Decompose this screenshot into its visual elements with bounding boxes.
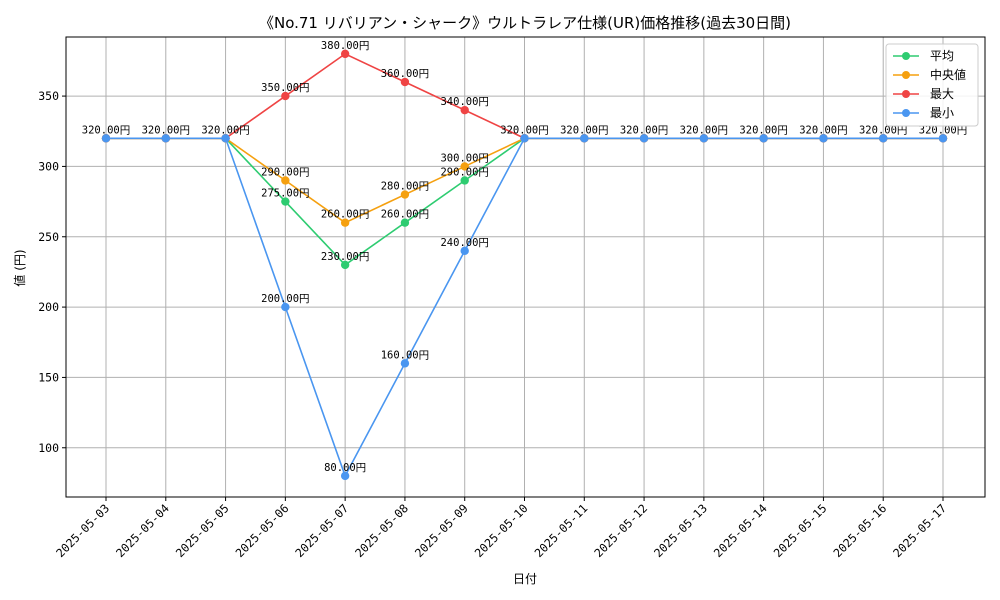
- y-tick-label: 200: [38, 300, 59, 314]
- legend-label: 最小: [930, 106, 954, 120]
- y-tick-label: 100: [38, 441, 59, 455]
- y-tick-label: 250: [38, 230, 59, 244]
- legend-label: 中央値: [930, 67, 966, 82]
- data-label: 380.00円: [321, 40, 369, 52]
- data-label: 160.00円: [381, 349, 429, 361]
- series-lines: [101, 49, 948, 481]
- x-axis-label: 日付: [513, 572, 537, 586]
- data-label: 320.00円: [739, 124, 787, 136]
- data-label: 275.00円: [261, 188, 309, 200]
- y-tick-label: 300: [38, 159, 59, 173]
- data-point: [281, 176, 290, 185]
- data-point: [460, 162, 469, 171]
- data-label: 300.00円: [440, 152, 488, 164]
- data-point: [460, 105, 469, 115]
- data-point: [281, 91, 290, 101]
- data-point: [221, 134, 230, 143]
- grid-lines: [66, 37, 985, 497]
- legend-label: 最大: [930, 87, 954, 101]
- data-label: 340.00円: [440, 96, 488, 108]
- legend-item: 最大: [893, 87, 954, 101]
- data-point: [819, 134, 828, 143]
- data-label: 80.00円: [324, 462, 366, 474]
- data-label: 240.00円: [440, 237, 488, 249]
- data-point: [460, 176, 469, 185]
- data-label: 320.00円: [142, 124, 190, 136]
- legend-label: 平均: [930, 49, 954, 63]
- data-point: [340, 49, 350, 59]
- data-label: 320.00円: [620, 124, 668, 136]
- legend-marker: [902, 109, 910, 117]
- data-point: [580, 134, 589, 143]
- legend-marker: [902, 52, 910, 60]
- data-point: [938, 134, 948, 143]
- chart-title: 《No.71 リバリアン・シャーク》ウルトラレア仕様(UR)価格推移(過去30日…: [259, 14, 791, 32]
- data-point: [340, 218, 350, 227]
- data-point: [460, 246, 469, 256]
- data-point: [281, 302, 290, 312]
- data-label: 360.00円: [381, 68, 429, 80]
- data-label: 320.00円: [82, 124, 130, 136]
- data-point: [281, 197, 290, 206]
- y-tick-label: 350: [38, 89, 59, 103]
- data-point: [340, 471, 350, 481]
- data-point: [400, 218, 410, 227]
- data-label: 320.00円: [799, 124, 847, 136]
- data-point: [340, 260, 350, 270]
- data-label: 320.00円: [919, 124, 967, 136]
- data-point: [400, 359, 410, 368]
- data-point: [639, 134, 649, 143]
- legend-box: [885, 43, 979, 127]
- data-label: 320.00円: [859, 124, 907, 136]
- data-point: [161, 134, 170, 143]
- y-tick-label: 150: [38, 370, 59, 384]
- data-label: 320.00円: [201, 124, 249, 136]
- legend-item: 中央値: [893, 67, 966, 82]
- data-label: 350.00円: [261, 82, 309, 94]
- data-label: 200.00円: [261, 293, 309, 305]
- data-point: [400, 77, 410, 87]
- data-point: [400, 190, 410, 199]
- legend-marker: [902, 71, 910, 79]
- data-point: [699, 134, 709, 143]
- data-label: 320.00円: [500, 124, 548, 136]
- data-point: [879, 134, 888, 143]
- plot-frame: [65, 36, 986, 498]
- series-最小: [101, 134, 948, 481]
- data-label: 260.00円: [321, 209, 369, 221]
- legend-marker: [902, 90, 910, 98]
- data-labels: 275.00円 230.00円 260.00円 290.00円 290.00円 260.0…: [82, 40, 967, 474]
- data-label: 320.00円: [680, 124, 728, 136]
- data-label: 260.00円: [381, 209, 429, 221]
- data-label: 320.00円: [560, 124, 608, 136]
- data-point: [759, 134, 768, 143]
- legend-item: 最小: [893, 106, 954, 120]
- data-label: 280.00円: [381, 181, 429, 193]
- data-point: [101, 134, 111, 143]
- data-label: 290.00円: [440, 166, 488, 178]
- data-label: 290.00円: [261, 166, 309, 178]
- data-point: [520, 134, 529, 143]
- legend-item: 平均: [893, 49, 954, 63]
- y-axis-label: 値 (円): [12, 249, 27, 286]
- data-label: 230.00円: [321, 251, 369, 263]
